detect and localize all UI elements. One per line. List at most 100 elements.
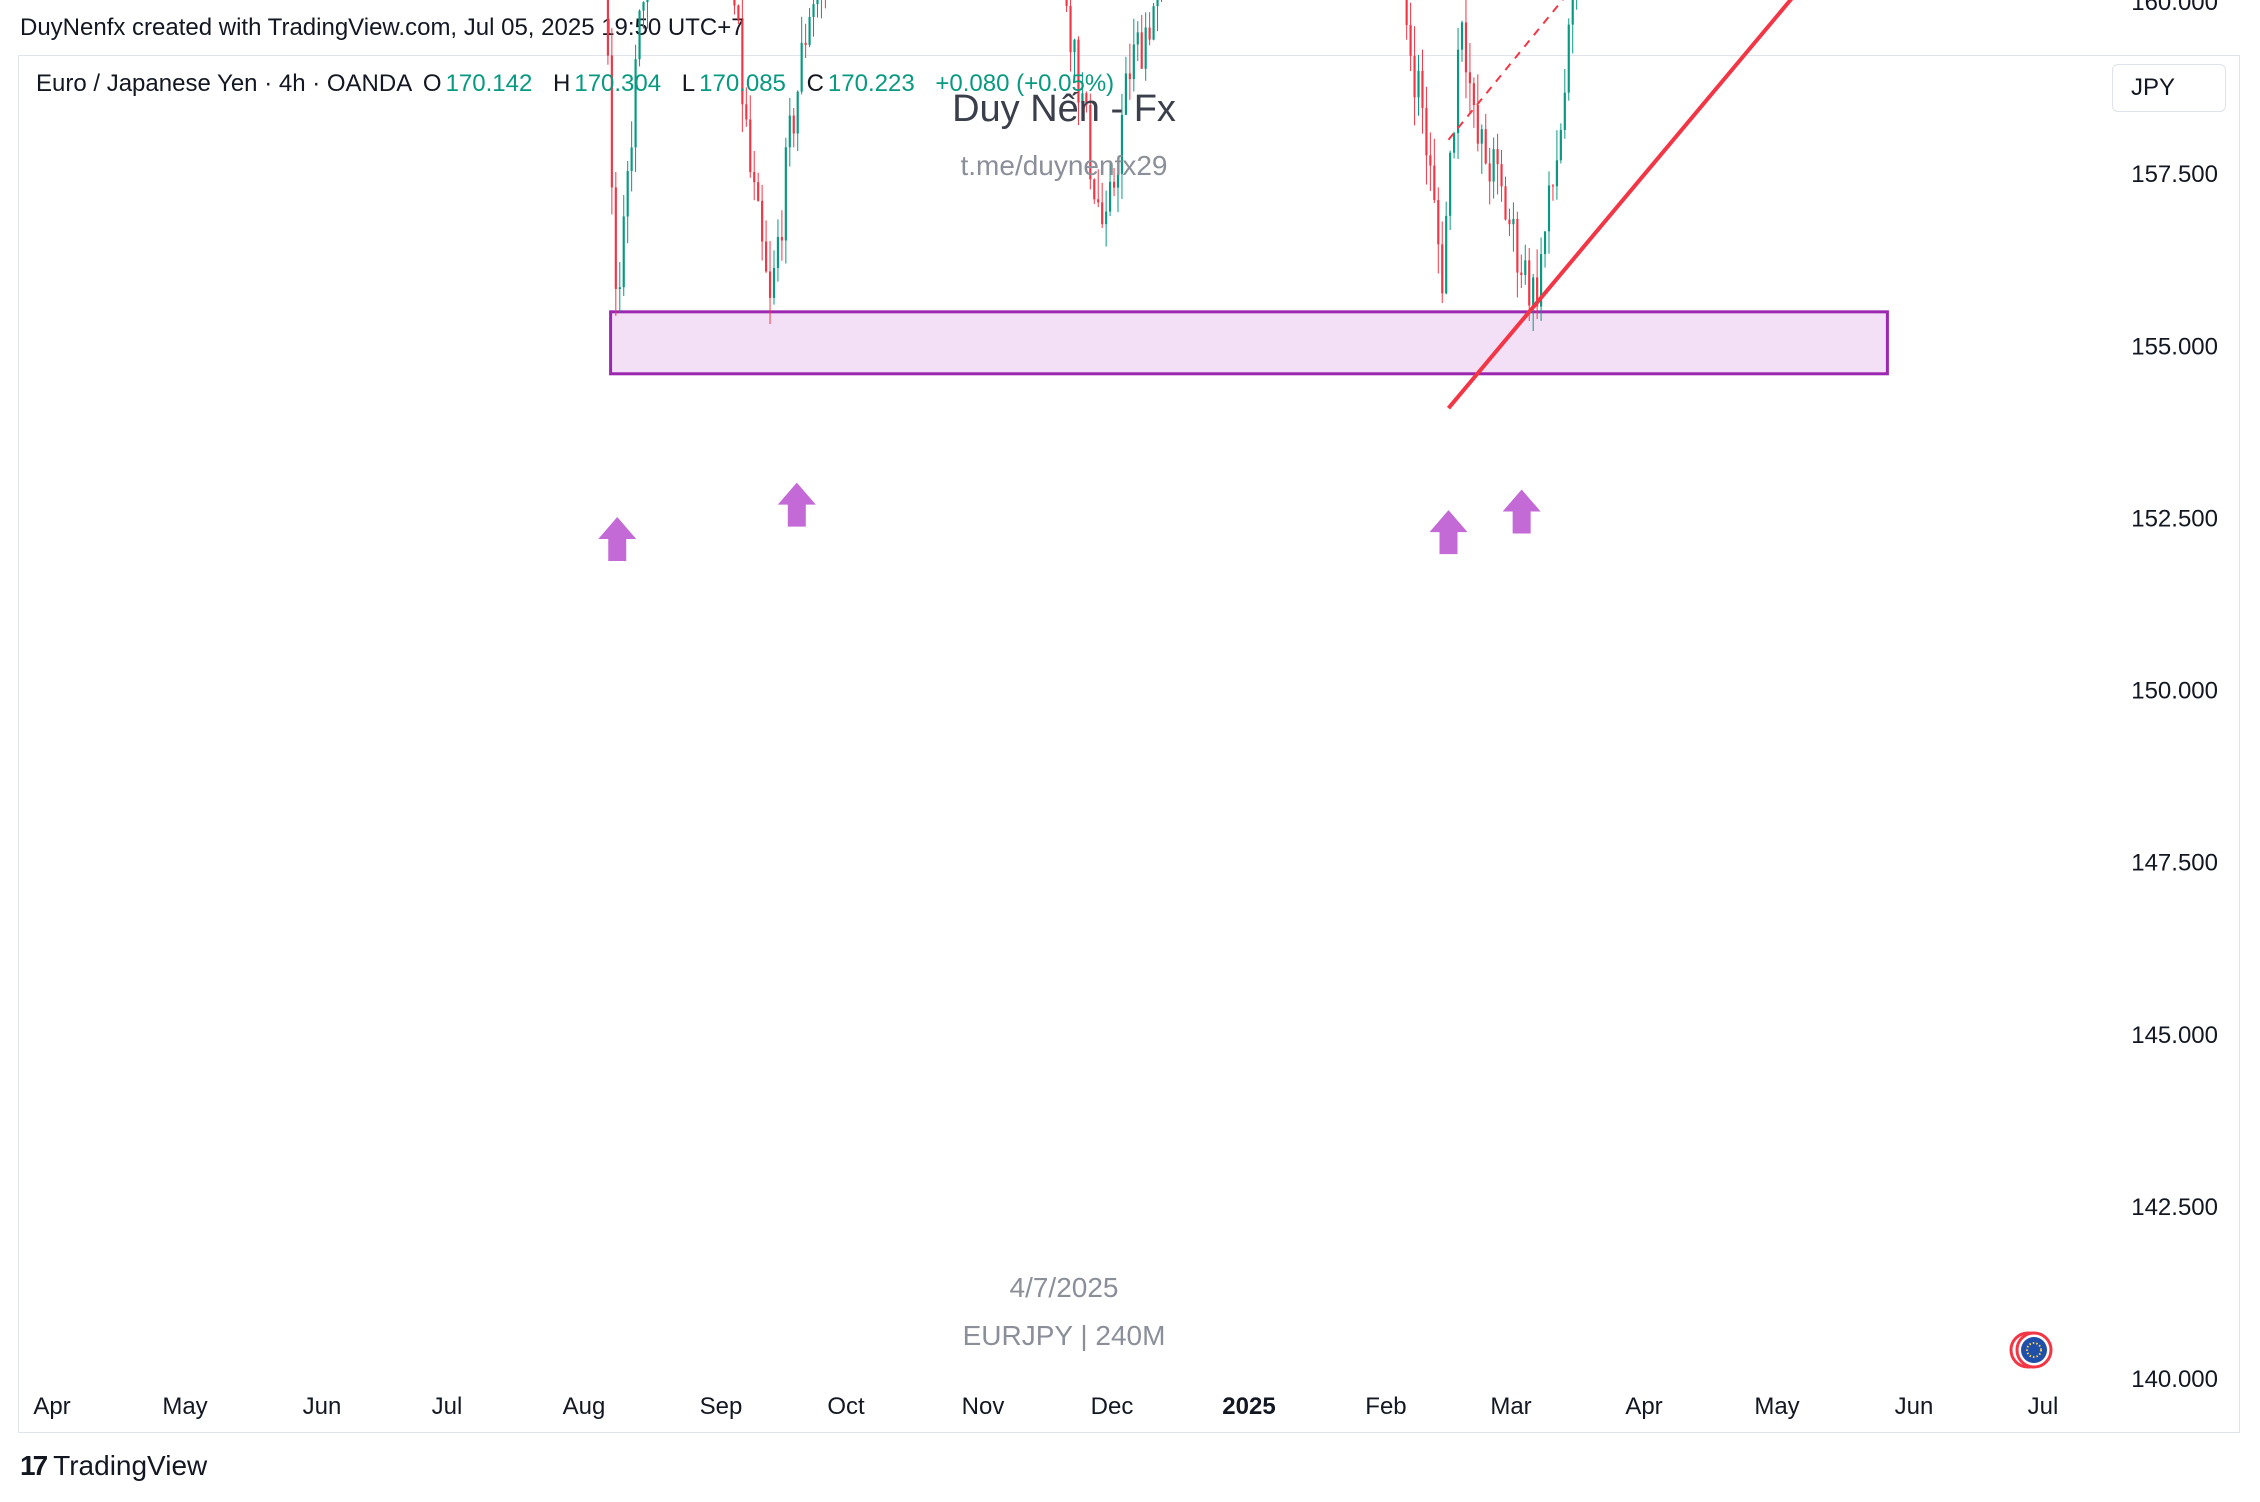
candle-body (800, 42, 803, 92)
candle (1124, 56, 1127, 115)
attribution-text: DuyNenfx created with TradingView.com, J… (20, 14, 745, 41)
candle-body (1101, 202, 1104, 225)
price-axis: 185.000182.500180.000177.500175.000172.5… (2131, 0, 2218, 1393)
candle-body (1571, 0, 1574, 25)
candle (1449, 150, 1452, 231)
candle (1571, 0, 1574, 54)
candle (761, 184, 764, 261)
candle (1116, 161, 1120, 213)
candle (1156, 0, 1159, 32)
candle (1109, 160, 1112, 217)
candle-body (757, 182, 760, 201)
symbol-title[interactable]: Euro / Japanese Yen · 4h · OANDA (36, 70, 413, 97)
candle (1065, 0, 1068, 13)
zones-layer (609, 310, 1889, 376)
candle-body (1081, 93, 1084, 103)
price-tick-label: 140.000 (2131, 1366, 2218, 1393)
candle-body (1480, 129, 1483, 144)
candle (1468, 43, 1471, 114)
candle (1136, 21, 1139, 62)
candle-body (1445, 215, 1448, 294)
candle-body (1500, 164, 1503, 187)
candle (764, 220, 768, 273)
time-tick-label: Aug (563, 1393, 606, 1420)
candle (638, 9, 641, 67)
candle-body (606, 0, 609, 56)
channel-layer (1446, 0, 1794, 410)
candle-body (1417, 70, 1420, 98)
candle-body (761, 200, 764, 242)
candle-body (784, 147, 787, 241)
candle-body (1128, 73, 1131, 80)
candle-body (634, 59, 637, 148)
tradingview-logo[interactable]: 17 TradingView (20, 1450, 207, 1482)
time-tick-label: May (1754, 1393, 1799, 1420)
candle (1536, 249, 1539, 320)
candle-body (1097, 199, 1100, 203)
watermark-title: Duy Nến - Fx (952, 88, 1176, 130)
candle (1460, 20, 1464, 62)
arrows-layer (598, 482, 1541, 562)
candle (796, 90, 799, 152)
price-tick-label: 142.500 (2131, 1194, 2218, 1221)
high-label: H (553, 70, 571, 97)
candle (626, 161, 629, 244)
eu-flag-icon[interactable] (2009, 1331, 2053, 1369)
candle (780, 210, 783, 261)
candle-body (1425, 107, 1428, 156)
candle-body (1109, 181, 1112, 212)
change-value: +0.080 (+0.05%) (935, 70, 1115, 97)
candle (745, 87, 748, 127)
candle-body (1555, 160, 1558, 187)
candle-body (638, 10, 641, 60)
candle-body (1152, 6, 1155, 40)
candle-body (1140, 32, 1143, 69)
close-value: 170.223 (827, 70, 915, 97)
candle-body (1528, 260, 1531, 306)
candle (1472, 77, 1475, 128)
candle (1532, 274, 1535, 331)
candle (1425, 86, 1428, 185)
time-tick-label: Jun (1895, 1393, 1934, 1420)
candle (816, 0, 819, 18)
candle (630, 121, 633, 192)
candle (792, 108, 795, 148)
candle-body (768, 271, 772, 298)
candle-body (1421, 70, 1424, 108)
price-tick-label: 147.500 (2131, 850, 2218, 877)
candle (1476, 74, 1479, 152)
time-tick-label: Oct (827, 1393, 865, 1420)
candle (1429, 132, 1432, 191)
arrow-up-icon-1 (598, 517, 637, 562)
candle-body (1520, 272, 1523, 275)
candle-body (1559, 129, 1562, 161)
candle (1069, 0, 1072, 72)
candle-body (1441, 244, 1444, 294)
candle-body (1456, 49, 1460, 134)
candle-body (1453, 133, 1456, 153)
candle-body (733, 0, 736, 6)
candle (646, 0, 649, 29)
candle-body (1093, 179, 1096, 200)
candle (1140, 14, 1143, 69)
time-tick-label: Jul (2028, 1393, 2059, 1420)
candle (1480, 124, 1483, 174)
candle (800, 16, 803, 95)
chart-frame[interactable] (18, 55, 2240, 1433)
candle (1413, 26, 1416, 126)
candle-body (796, 91, 799, 134)
currency-selector[interactable]: JPY (2112, 64, 2226, 112)
time-tick-label: Mar (1490, 1393, 1531, 1420)
candle (1464, 0, 1468, 99)
open-label: O (422, 70, 442, 97)
candle (788, 97, 791, 167)
candle (1128, 43, 1131, 100)
candle-body (1567, 24, 1570, 93)
low-label: L (681, 70, 696, 97)
candle (1492, 137, 1495, 199)
candle-body (780, 236, 783, 241)
candle-body (1433, 165, 1436, 201)
candle-body (1540, 254, 1543, 307)
candle (737, 4, 740, 24)
